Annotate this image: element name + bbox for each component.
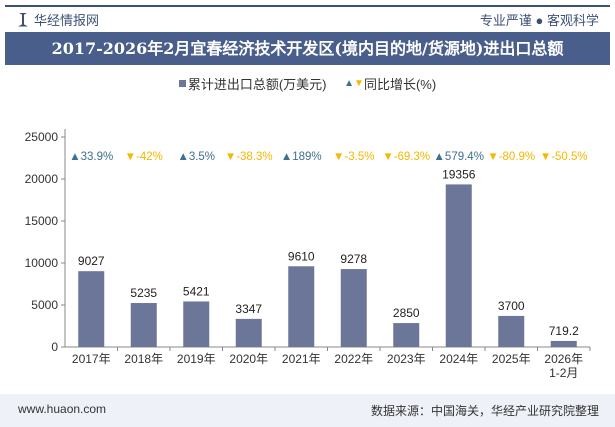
x-tick-label: 2023年 xyxy=(387,352,426,366)
y-tick-label: 15000 xyxy=(25,214,59,228)
bar xyxy=(550,340,577,347)
growth-label-up: ▲579.4% xyxy=(434,151,484,163)
y-tick-label: 25000 xyxy=(25,130,59,144)
growth-label-up: ▲33.9% xyxy=(69,151,113,163)
chart-title: 2017-2026年2月宜春经济技术开发区(境内目的地/货源地)进出口总额 xyxy=(5,32,610,65)
bar xyxy=(130,303,157,347)
legend-bar-label: 累计进出口总额(万美元) xyxy=(187,77,327,92)
x-tick-label: 2022年 xyxy=(334,352,373,366)
growth-label-down: ▼-80.9% xyxy=(487,151,535,163)
bar-value-label: 719.2 xyxy=(549,324,579,338)
y-tick-label: 10000 xyxy=(25,256,59,270)
x-tick-label: 2017年 xyxy=(72,352,111,366)
x-tick-label: 2019年 xyxy=(177,352,216,366)
brand: 华经情报网 xyxy=(18,10,99,29)
x-tick-label: 2021年 xyxy=(282,352,321,366)
growth-label-up: ▲3.5% xyxy=(177,151,215,163)
legend: 累计进出口总额(万美元) ▲▼同比增长(%) xyxy=(0,74,615,93)
y-tick-label: 20000 xyxy=(25,172,59,186)
x-tick-label: 2020年 xyxy=(229,352,268,366)
footer xyxy=(0,394,615,427)
legend-up-icon: ▲ xyxy=(344,78,355,89)
bar-value-label: 9027 xyxy=(78,254,105,268)
legend-down-icon: ▼ xyxy=(354,78,364,89)
bar xyxy=(340,269,367,347)
x-tick-label: 2018年 xyxy=(124,352,163,366)
bar-value-label: 2850 xyxy=(393,306,420,320)
bar-value-label: 9610 xyxy=(288,249,315,263)
slogan: 专业严谨 ● 客观科学 xyxy=(479,13,599,28)
growth-label-down: ▼-50.5% xyxy=(540,151,588,163)
x-tick-label: 1-2月 xyxy=(549,366,578,380)
growth-label-down: ▼-42% xyxy=(125,151,163,163)
footer-url: www.huaon.com xyxy=(18,402,107,416)
x-tick-label: 2024年 xyxy=(439,352,478,366)
bar xyxy=(183,301,210,347)
bar-value-label: 3347 xyxy=(235,302,262,316)
bar-value-label: 5235 xyxy=(130,286,157,300)
logo-icon xyxy=(18,12,28,27)
bar xyxy=(235,318,262,347)
bar-value-label: 5421 xyxy=(183,284,210,298)
legend-bar-swatch xyxy=(178,80,186,87)
bar-value-label: 19356 xyxy=(442,167,476,181)
bar xyxy=(445,184,472,347)
top-rule xyxy=(5,5,610,7)
legend-growth-label: 同比增长(%) xyxy=(363,77,437,92)
growth-label-down: ▼-38.3% xyxy=(225,151,273,163)
bar xyxy=(498,315,525,347)
growth-label-down: ▼-69.3% xyxy=(382,151,430,163)
y-tick-label: 0 xyxy=(51,340,58,354)
bar xyxy=(78,271,105,347)
x-tick-label: 2025年 xyxy=(492,352,531,366)
footer-source: 数据来源：中国海关，华经产业研究院整理 xyxy=(370,404,599,418)
bar-value-label: 3700 xyxy=(498,299,525,313)
growth-label-down: ▼-3.5% xyxy=(333,151,374,163)
bar xyxy=(393,323,420,347)
bar xyxy=(288,266,315,347)
y-tick-label: 5000 xyxy=(31,298,58,312)
brand-name: 华经情报网 xyxy=(34,13,100,28)
growth-label-up: ▲189% xyxy=(281,151,322,163)
x-tick-label: 2026年 xyxy=(544,352,583,366)
bar-value-label: 9278 xyxy=(340,252,367,266)
